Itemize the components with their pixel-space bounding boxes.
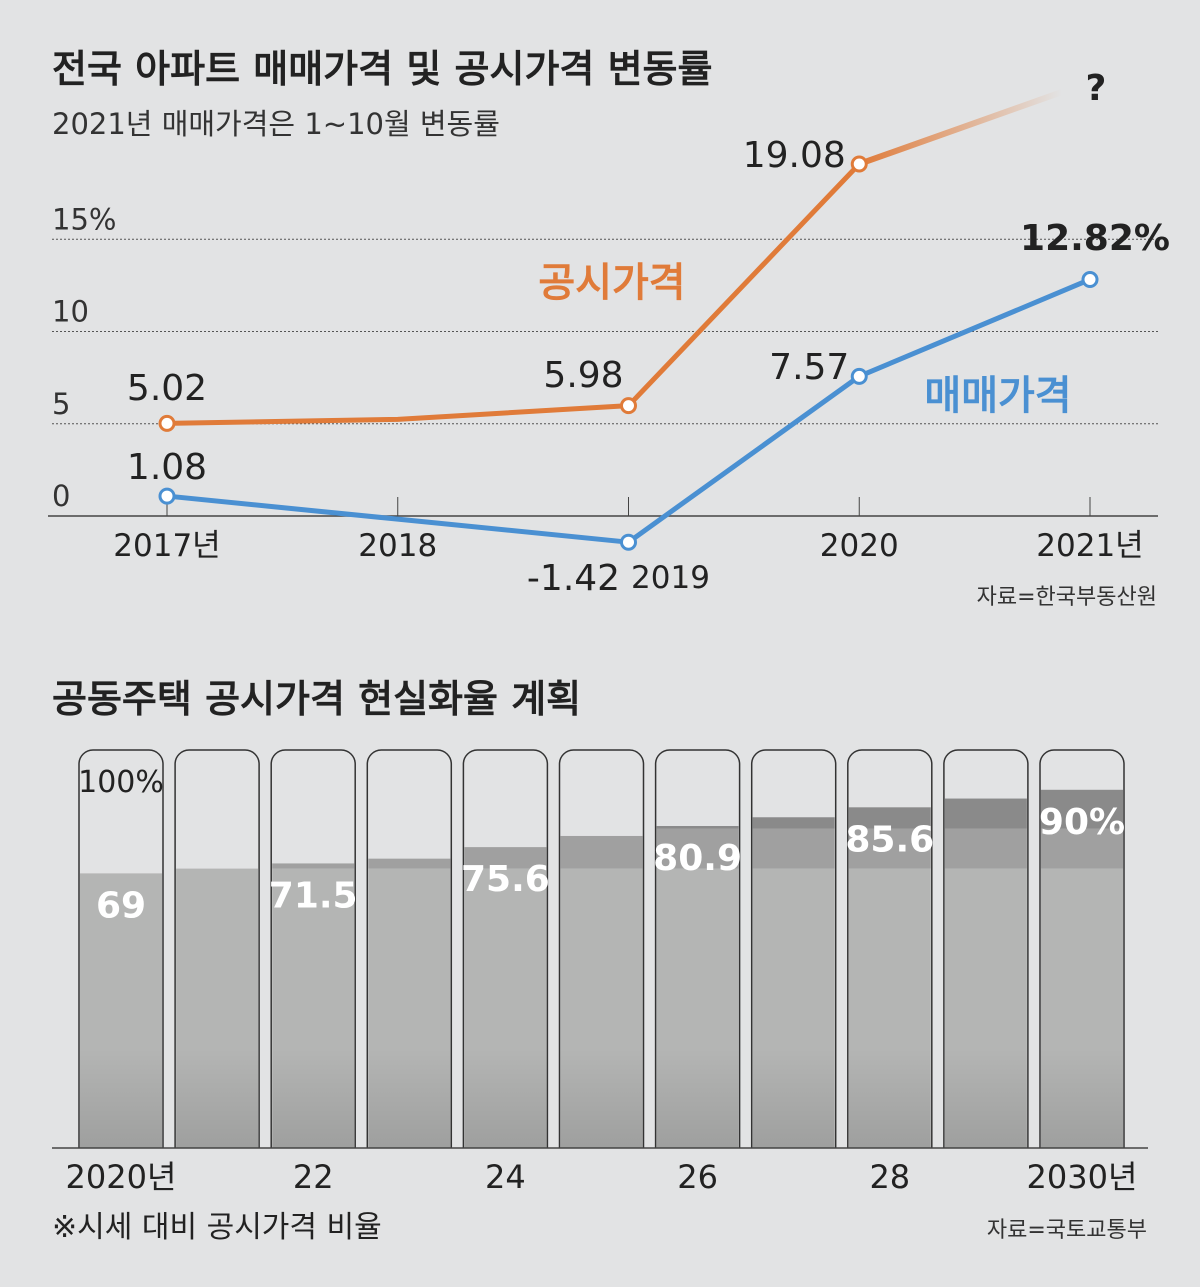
data-label: -1.42 xyxy=(527,558,620,599)
y-tick-label: 10 xyxy=(52,295,89,329)
max-label: 100% xyxy=(78,765,164,800)
series-line xyxy=(166,162,862,426)
data-point xyxy=(158,414,176,432)
bar xyxy=(654,749,741,1148)
x-tick-label: 2017년 xyxy=(113,528,220,564)
x-tick-label: 22 xyxy=(293,1158,334,1196)
y-tick-label: 5 xyxy=(52,387,70,421)
bar-shade xyxy=(752,1048,835,1148)
bar xyxy=(558,749,645,1148)
bar-segment xyxy=(560,835,643,869)
bar-segment xyxy=(656,826,739,829)
data-label: 85.6 xyxy=(845,819,934,860)
data-label: 5.98 xyxy=(543,355,623,396)
line-chart-title: 전국 아파트 매매가격 및 공시가격 변동률 xyxy=(52,47,712,91)
bar-chart-note: ※시세 대비 공시가격 비율 xyxy=(52,1210,382,1245)
bar-segment xyxy=(752,817,835,829)
bar-shade xyxy=(944,1048,1027,1148)
bar-segment xyxy=(656,828,739,869)
bar xyxy=(270,749,356,1148)
bar-segment xyxy=(848,828,931,869)
bar-segment xyxy=(848,807,931,829)
bar xyxy=(943,749,1029,1148)
bar-chart-title: 공동주택 공시가격 현실화율 계획 xyxy=(52,677,581,721)
y-tick-label: 0 xyxy=(52,479,70,513)
data-point xyxy=(620,533,637,551)
series-name-label: 매매가격 xyxy=(924,373,1071,419)
data-label: 75.6 xyxy=(461,859,550,900)
bar-segment xyxy=(752,828,835,869)
data-label: 7.57 xyxy=(769,347,849,388)
x-tick-label: 28 xyxy=(869,1158,910,1196)
data-label: 90% xyxy=(1039,802,1125,843)
data-point xyxy=(1081,270,1099,288)
line-chart-subtitle: 2021년 매매가격은 1~10월 변동률 xyxy=(52,107,500,141)
data-point xyxy=(620,397,637,415)
bar-shade xyxy=(368,1048,451,1148)
bar xyxy=(462,749,549,1148)
bar xyxy=(174,749,260,1148)
bar-shade xyxy=(464,1048,547,1148)
bar-shade xyxy=(656,1048,739,1148)
bar-shade xyxy=(560,1048,643,1148)
bar-segment xyxy=(944,798,1027,829)
bar-segment xyxy=(1041,789,1123,829)
data-point xyxy=(850,367,868,385)
data-point xyxy=(850,155,868,173)
x-tick-label: 2020 xyxy=(820,528,899,564)
line-chart-source: 자료=한국부동산원 xyxy=(977,585,1157,610)
bar-shade xyxy=(80,1048,162,1148)
x-tick-label: 24 xyxy=(485,1158,526,1196)
data-label: 19.08 xyxy=(743,135,846,176)
bar-segment xyxy=(464,847,547,869)
x-tick-label: 26 xyxy=(677,1158,718,1196)
x-tick-label: 2018 xyxy=(358,528,437,564)
bar-shade xyxy=(272,1048,355,1148)
x-tick-label: 2019 xyxy=(631,560,710,596)
data-label: 12.82% xyxy=(1020,218,1170,259)
projection-line xyxy=(858,89,1064,167)
bar-segment xyxy=(368,858,451,869)
x-tick-label: 2030년 xyxy=(1027,1158,1138,1196)
bar-segment xyxy=(1041,828,1123,869)
bar xyxy=(78,749,164,1148)
bar xyxy=(1039,749,1125,1148)
x-tick-label: 2020년 xyxy=(66,1158,177,1196)
x-tick-label: 2021년 xyxy=(1036,528,1143,564)
series-name-label: 공시가격 xyxy=(538,260,685,306)
data-label: 1.08 xyxy=(127,447,207,488)
bar-shade xyxy=(176,1048,259,1148)
bar-chart-source: 자료=국토교통부 xyxy=(987,1218,1147,1243)
bar xyxy=(366,749,453,1148)
data-label: 71.5 xyxy=(269,875,358,916)
bar-segment xyxy=(944,828,1027,869)
y-tick-label: 15% xyxy=(52,202,116,236)
bar-shade xyxy=(848,1048,931,1148)
data-label: 5.02 xyxy=(127,368,207,409)
projection-label: ? xyxy=(1086,68,1107,109)
bar-segment xyxy=(272,863,355,869)
bar xyxy=(750,749,837,1148)
data-point xyxy=(158,487,176,505)
bar-shade xyxy=(1041,1048,1123,1148)
data-label: 69 xyxy=(96,885,146,926)
bar xyxy=(847,749,933,1148)
data-label: 80.9 xyxy=(653,838,742,879)
